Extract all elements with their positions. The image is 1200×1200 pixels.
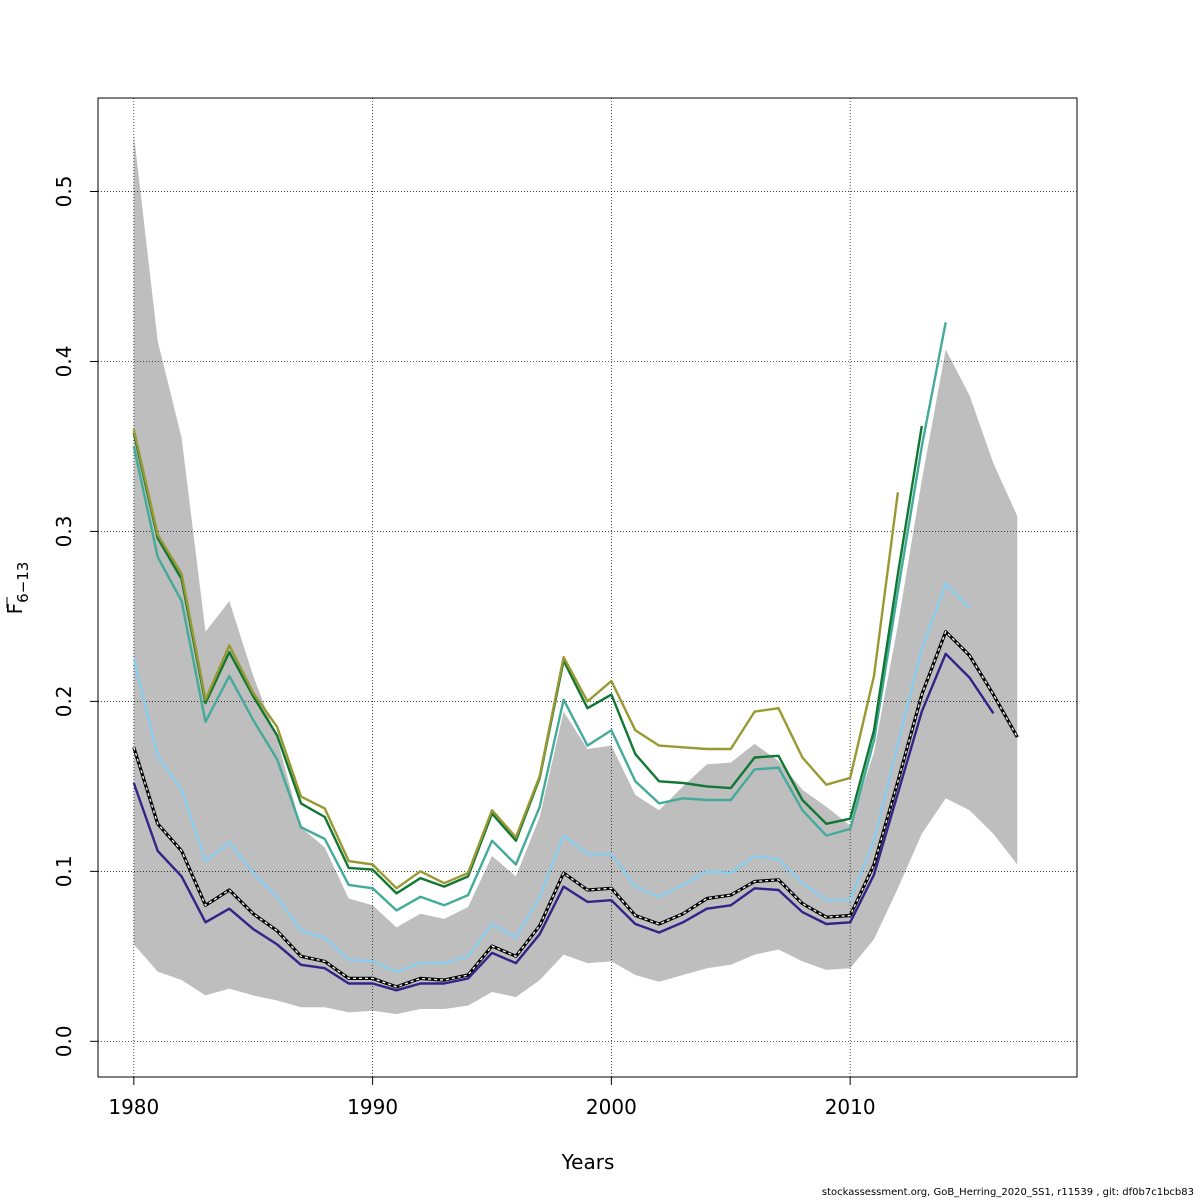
x-tick-label: 2000 [586, 1095, 637, 1119]
confidence-band [133, 133, 1018, 1015]
y-tick-label: 0.2 [52, 685, 76, 717]
y-axis-title: F6−13 [3, 562, 32, 615]
y-tick-label: 0.0 [52, 1025, 76, 1057]
estimate-line-dash [133, 630, 1018, 988]
confidence-band-layer [133, 133, 1018, 1015]
x-tick-label: 2010 [825, 1095, 876, 1119]
svg-text:F6−13: F6−13 [3, 562, 32, 615]
series-line-2 [132, 652, 995, 992]
y-tick-label-text: 0.1 [52, 855, 76, 887]
x-axis-title: Years [561, 1150, 615, 1174]
y-axis-title-subscript: 6−13 [14, 562, 32, 603]
y-tick-label-text: 0.2 [52, 685, 76, 717]
y-tick-label: 0.4 [52, 346, 76, 378]
footnote: stockassessment.org, GoB_Herring_2020_SS… [821, 1187, 1194, 1198]
x-tick-label: 1990 [347, 1095, 398, 1119]
y-tick-label-text: 0.0 [52, 1025, 76, 1057]
y-tick-label: 0.3 [52, 516, 76, 548]
series-line-6 [132, 429, 900, 890]
plot-frame [97, 97, 1078, 1078]
y-axis-title-base: F [3, 603, 27, 615]
series-layer [132, 322, 1019, 992]
y-tick-label: 0.5 [52, 176, 76, 208]
axis-layer: 1980 1990 2000 2010 0.0 0.1 0.2 0.3 0.4 0.5 [52, 176, 876, 1119]
x-tick-label: 1980 [108, 1095, 159, 1119]
series-line-4 [132, 322, 947, 912]
y-tick-label-text: 0.5 [52, 176, 76, 208]
series-line-3 [132, 582, 971, 973]
y-tick-label-text: 0.4 [52, 346, 76, 378]
y-tick-label-text: 0.3 [52, 516, 76, 548]
y-tick-label: 0.1 [52, 855, 76, 887]
